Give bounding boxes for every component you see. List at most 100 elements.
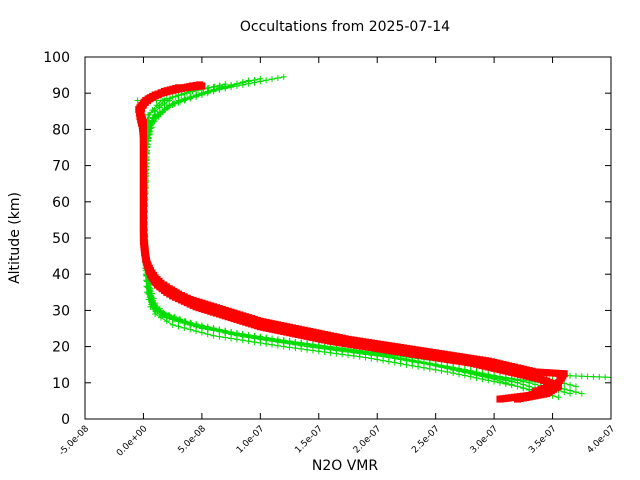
- y-tick-label: 80: [52, 122, 70, 138]
- data-point: [166, 102, 173, 109]
- data-point: [147, 303, 154, 310]
- data-point: [280, 337, 287, 344]
- data-point: [171, 100, 178, 107]
- data-point: [572, 389, 579, 396]
- data-point: [496, 377, 503, 384]
- data-point: [274, 75, 281, 82]
- data-point: [391, 355, 398, 362]
- y-tick-label: 50: [52, 231, 70, 247]
- x-tick-label: 4.0e-07: [586, 424, 618, 456]
- data-point: [309, 342, 316, 349]
- data-point: [608, 374, 611, 381]
- data-point: [189, 82, 197, 90]
- data-point: [152, 308, 159, 315]
- x-tick-label: -5.0e-08: [57, 424, 91, 458]
- data-point: [149, 290, 156, 297]
- x-tick-label: 2.0e-07: [352, 424, 384, 456]
- data-point: [298, 340, 305, 347]
- x-tick-label: 3.0e-07: [469, 424, 501, 456]
- data-point: [257, 75, 264, 82]
- data-point: [151, 107, 158, 114]
- data-point: [153, 115, 160, 122]
- data-point: [216, 327, 223, 334]
- data-point: [456, 368, 463, 375]
- data-point: [415, 359, 422, 366]
- data-point: [567, 381, 574, 388]
- data-point: [356, 349, 363, 356]
- data-point: [181, 320, 188, 327]
- data-point: [385, 354, 392, 361]
- data-point: [578, 390, 585, 397]
- data-point: [263, 335, 270, 342]
- data-point: [161, 97, 168, 104]
- data-point: [339, 346, 346, 353]
- data-point: [205, 84, 212, 91]
- data-point: [157, 312, 164, 319]
- data-point: [280, 73, 287, 80]
- data-point: [228, 329, 235, 336]
- data-point: [193, 323, 200, 330]
- data-point: [143, 289, 150, 296]
- data-point: [150, 295, 157, 302]
- data-point: [143, 283, 150, 290]
- y-tick-label: 0: [61, 412, 70, 428]
- data-point: [520, 385, 527, 392]
- data-point: [584, 373, 591, 380]
- data-point: [148, 124, 155, 131]
- data-point: [567, 387, 574, 394]
- data-point: [572, 383, 579, 390]
- data-point: [567, 372, 574, 379]
- data-point: [167, 95, 174, 102]
- data-point: [420, 360, 427, 367]
- data-point: [321, 343, 328, 350]
- data-point: [182, 96, 189, 103]
- data-point: [187, 321, 194, 328]
- data-point: [175, 318, 182, 325]
- data-point: [143, 277, 150, 284]
- data-point: [345, 347, 351, 354]
- data-point: [432, 363, 439, 370]
- data-point: [210, 326, 217, 333]
- data-point: [175, 323, 182, 330]
- data-point: [596, 373, 603, 380]
- x-tick-label: 1.5e-07: [293, 424, 325, 456]
- data-point: [134, 97, 141, 104]
- data-point: [578, 373, 585, 380]
- y-tick-label: 70: [52, 159, 70, 175]
- data-point: [175, 84, 183, 92]
- data-point: [438, 364, 445, 371]
- data-point: [152, 300, 159, 307]
- data-point: [163, 314, 170, 321]
- y-tick-label: 60: [52, 195, 70, 211]
- data-point: [426, 361, 433, 368]
- data-point: [156, 102, 163, 109]
- x-tick-label: 5.0e-08: [176, 424, 208, 456]
- data-point: [473, 372, 480, 379]
- data-point: [187, 94, 194, 101]
- y-tick-label: 90: [52, 86, 70, 102]
- x-tick-label: 3.5e-07: [527, 424, 559, 456]
- data-point: [362, 350, 369, 357]
- data-point: [315, 342, 322, 349]
- data-point: [228, 81, 235, 88]
- y-tick-label: 40: [52, 267, 70, 283]
- x-tick-label: 2.5e-07: [410, 424, 442, 456]
- y-tick-label: 20: [52, 340, 70, 356]
- data-point: [181, 95, 188, 102]
- data-point: [350, 348, 357, 355]
- data-point: [561, 386, 568, 393]
- data-point: [239, 79, 246, 86]
- data-point: [572, 373, 579, 380]
- data-point: [397, 356, 404, 363]
- data-point: [479, 373, 486, 380]
- data-point: [467, 370, 474, 377]
- plot-area: [134, 73, 611, 403]
- data-point: [193, 92, 200, 99]
- data-point: [152, 311, 159, 318]
- data-point: [555, 394, 562, 401]
- data-point: [257, 334, 264, 341]
- data-point: [485, 374, 492, 381]
- data-point: [304, 341, 311, 348]
- data-point: [222, 328, 229, 335]
